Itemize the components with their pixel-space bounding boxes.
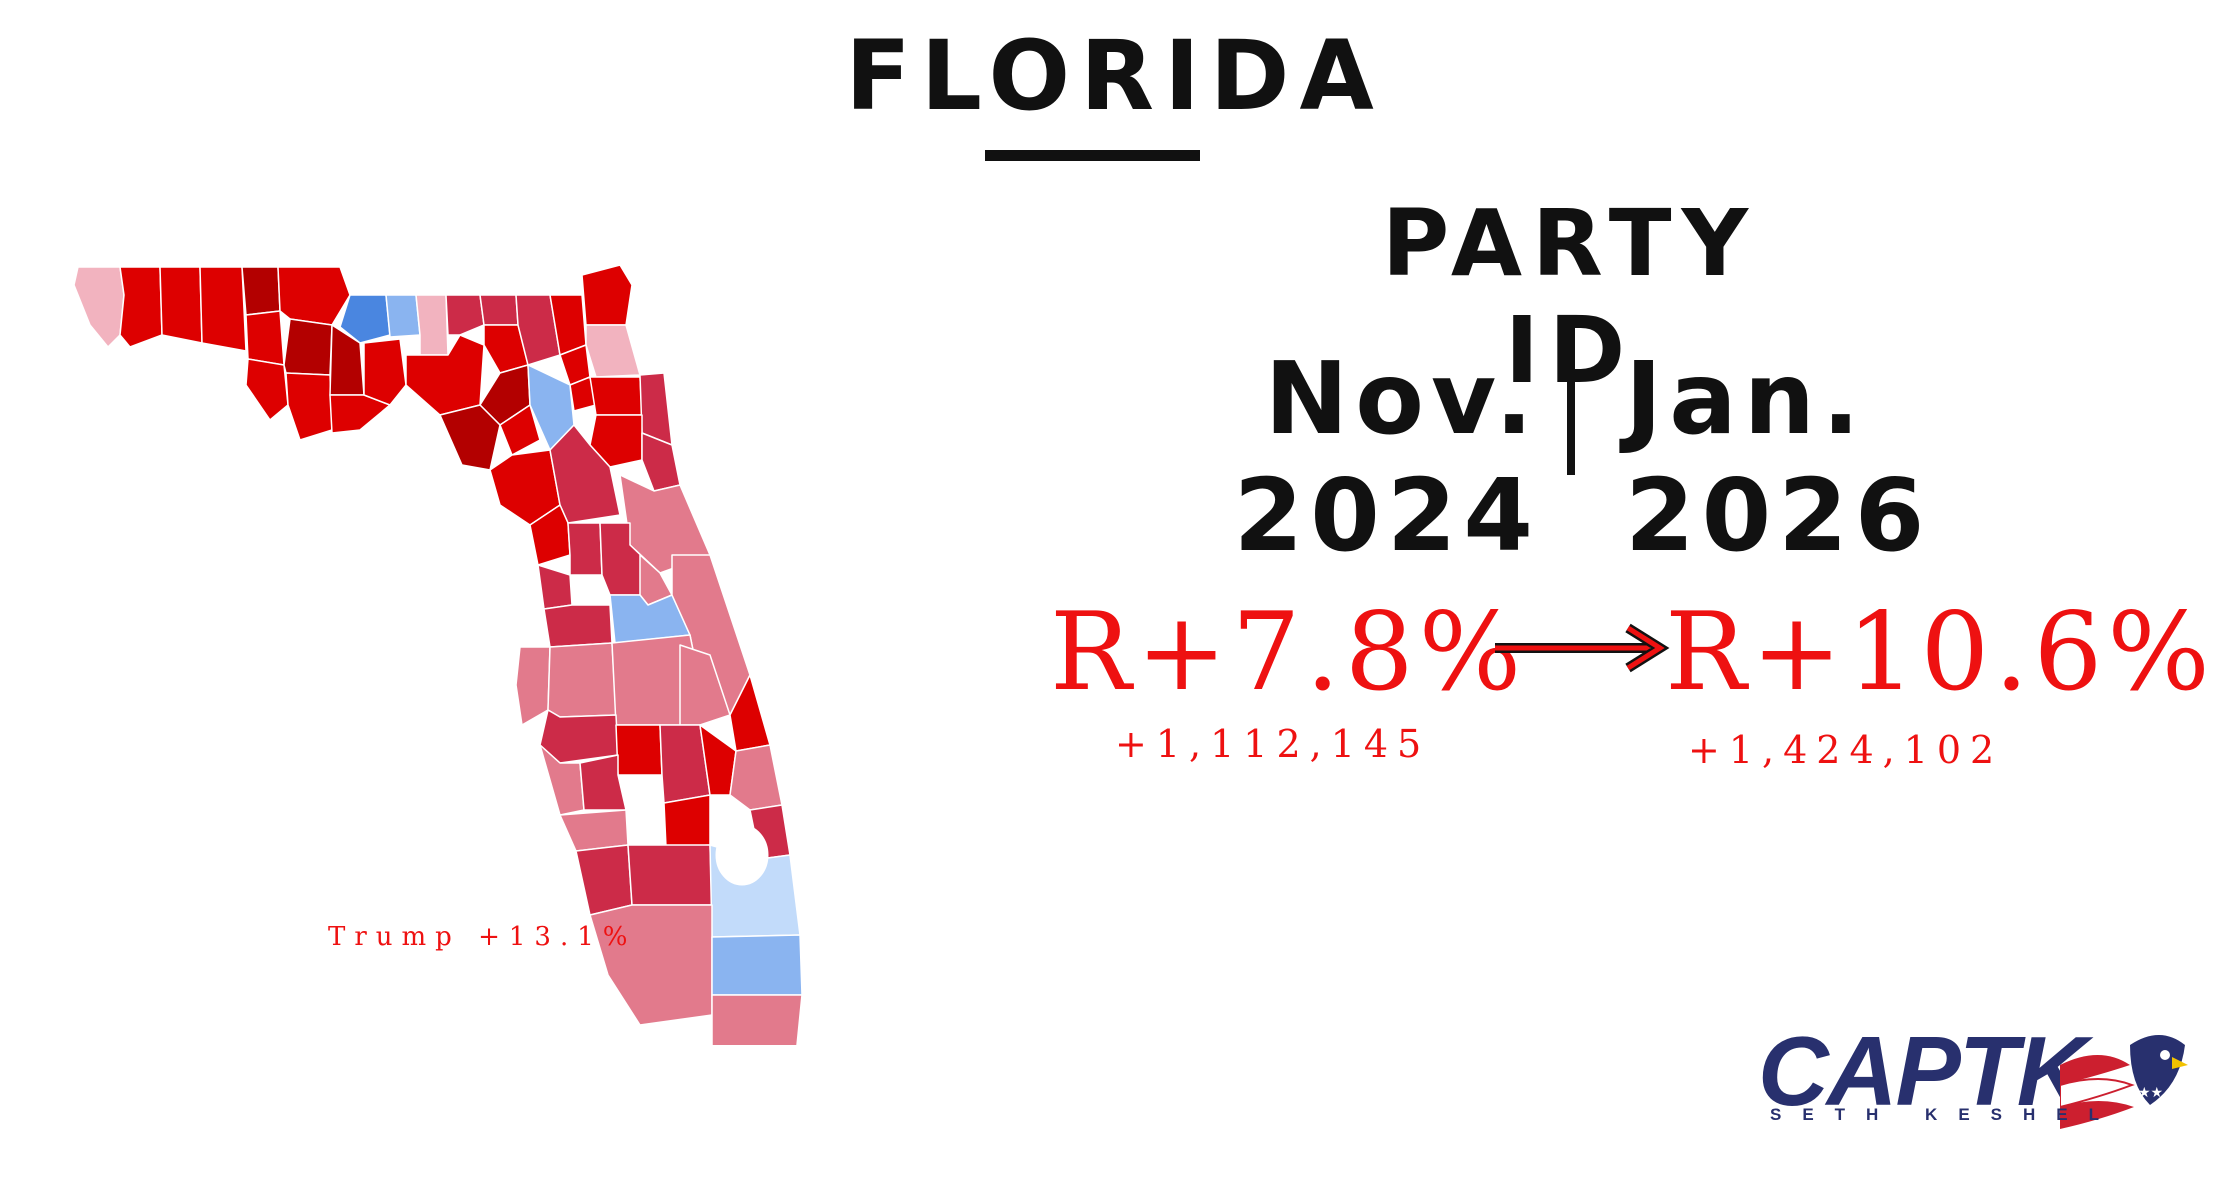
county-flagler xyxy=(641,432,681,492)
county-dixie xyxy=(439,404,501,471)
county-hillsborough xyxy=(547,642,617,718)
county-jackson xyxy=(277,266,351,326)
county-wakulla xyxy=(363,338,407,406)
county-hamilton xyxy=(479,294,519,326)
county-gadsden xyxy=(339,294,391,344)
map-annotation: Trump +13.1% xyxy=(328,922,637,952)
end-votes: +1,424,102 xyxy=(1688,728,2004,772)
county-sumter xyxy=(567,522,603,576)
page-subtitle: PARTY ID xyxy=(1381,190,1759,404)
start-margin: R+7.8% xyxy=(1050,590,1527,715)
county-pinellas xyxy=(515,646,551,726)
county-pasco xyxy=(543,604,613,648)
county-duval xyxy=(585,324,641,378)
county-escambia xyxy=(73,266,125,348)
eagle-flag-icon: ★★ xyxy=(2060,1035,2188,1129)
county-hardee xyxy=(615,724,663,776)
end-margin: R+10.6% xyxy=(1665,590,2215,715)
county-putnam xyxy=(589,414,643,468)
county-gilchrist xyxy=(499,404,541,456)
arrow-right-icon xyxy=(1495,623,1670,673)
county-glades xyxy=(663,794,711,848)
county-santa-rosa xyxy=(119,266,163,348)
logo-wordmark: CAPTK xyxy=(1758,1016,2088,1126)
county-hendry xyxy=(627,844,713,906)
county-nassau xyxy=(581,264,633,326)
date-divider xyxy=(1567,325,1575,475)
start-votes: +1,112,145 xyxy=(1115,722,1431,766)
county-columbia xyxy=(515,294,561,366)
county-lee xyxy=(575,844,633,916)
county-okaloosa xyxy=(159,266,203,344)
county-jefferson xyxy=(415,294,449,356)
start-date: Nov. 2024 xyxy=(1233,340,1540,574)
end-date: Jan. 2026 xyxy=(1625,340,1932,574)
county-osceola xyxy=(679,644,731,726)
county-holmes xyxy=(241,266,281,316)
county-hernando xyxy=(537,564,573,610)
lake-okeechobee xyxy=(715,824,769,886)
county-washington xyxy=(245,310,285,366)
county-taylor xyxy=(405,334,485,416)
county-clay xyxy=(589,376,643,416)
county-gulf xyxy=(285,372,333,441)
title-underline xyxy=(985,150,1200,161)
county-walton xyxy=(199,266,247,352)
florida-county-map xyxy=(73,264,803,1045)
county-st-lucie xyxy=(729,744,783,811)
county-miami-dade xyxy=(711,994,803,1045)
county-desoto xyxy=(579,754,627,811)
logo-tagline: SETH KESHEL xyxy=(1770,1105,2121,1124)
county-bay xyxy=(245,358,289,421)
county-madison xyxy=(445,294,485,336)
county-franklin xyxy=(329,394,391,434)
county-leon xyxy=(385,294,421,338)
svg-text:★★: ★★ xyxy=(2138,1085,2163,1101)
county-broward xyxy=(711,934,803,996)
county-charlotte xyxy=(559,809,629,852)
page-title: FLORIDA xyxy=(845,20,1384,132)
county-calhoun xyxy=(283,318,333,376)
